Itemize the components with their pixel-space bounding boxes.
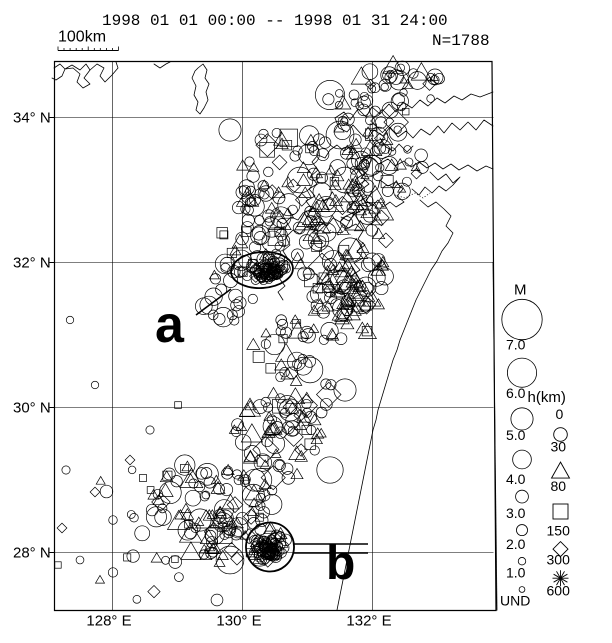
svg-text:30: 30 xyxy=(551,439,567,455)
svg-text:28° N: 28° N xyxy=(13,545,51,562)
svg-text:80: 80 xyxy=(551,478,567,494)
svg-text:h(km): h(km) xyxy=(528,389,566,406)
svg-text:N=1788: N=1788 xyxy=(432,32,490,50)
svg-text:b: b xyxy=(326,537,355,590)
svg-text:4.0: 4.0 xyxy=(506,471,526,487)
svg-text:34° N: 34° N xyxy=(13,110,51,127)
svg-text:a: a xyxy=(155,296,185,354)
svg-text:5.0: 5.0 xyxy=(506,427,526,443)
svg-text:UND: UND xyxy=(500,592,530,608)
svg-text:0: 0 xyxy=(556,406,564,422)
svg-text:30° N: 30° N xyxy=(13,400,51,417)
svg-text:130° E: 130° E xyxy=(216,613,261,630)
svg-text:300: 300 xyxy=(547,552,571,568)
svg-text:100km: 100km xyxy=(58,29,106,46)
svg-text:2.0: 2.0 xyxy=(506,536,526,552)
svg-text:600: 600 xyxy=(547,582,571,598)
svg-text:150: 150 xyxy=(547,522,571,538)
svg-text:3.0: 3.0 xyxy=(506,505,526,521)
svg-text:M: M xyxy=(514,281,527,298)
svg-text:7.0: 7.0 xyxy=(506,337,526,353)
svg-text:128° E: 128° E xyxy=(86,613,131,630)
svg-text:1.0: 1.0 xyxy=(506,565,526,581)
svg-text:132° E: 132° E xyxy=(346,613,391,630)
svg-text:32° N: 32° N xyxy=(13,255,51,272)
svg-text:1998 01 01 00:00 -- 1998 01 31: 1998 01 01 00:00 -- 1998 01 31 24:00 xyxy=(102,12,448,30)
svg-text:6.0: 6.0 xyxy=(506,385,526,401)
